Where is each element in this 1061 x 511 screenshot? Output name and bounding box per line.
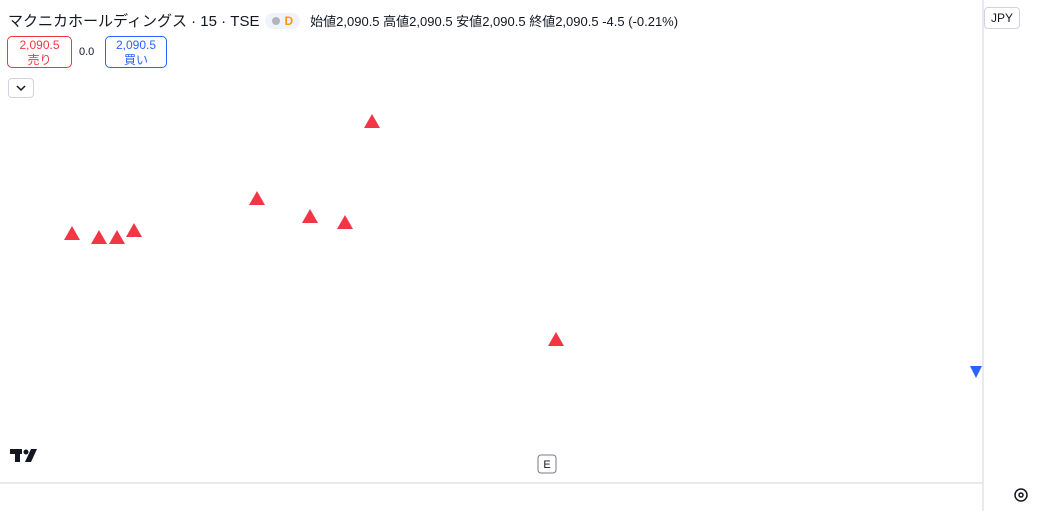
chevron [16,85,26,92]
tv-logo [10,449,37,462]
buy-signal [91,230,107,244]
event-marker[interactable] [537,454,557,474]
time-axis-bg [0,483,983,511]
legend-header: マクニカホールディングス · 15 · TSE D 始値2,090.5 高値2,… [8,10,678,31]
spread: 0.0 [79,46,95,58]
price-axis-bg [983,0,1061,511]
ohlc-label: 安値 [456,14,483,29]
currency-button[interactable]: JPY [984,7,1020,29]
ohlc-value: 2,090.5 [482,14,526,29]
buy-price: 2,090.5 [115,38,157,52]
sell-price: 2,090.5 [19,38,60,52]
buy-label: 買い [123,53,148,67]
buy-signal [64,226,80,240]
buy-signal [109,230,125,244]
status-badge[interactable]: D [265,12,301,29]
ohlc-label: 始値 [310,14,337,29]
event-marker-label: E [543,459,550,471]
badge-text: D [284,13,294,28]
sell-label: 売り [27,53,52,67]
symbol: マクニカホールディングス · 15 · TSE [8,13,260,30]
signal-markers [64,114,982,378]
buy-button[interactable]: 2,090.5 買い [105,36,167,68]
buy-signal [548,332,564,346]
buy-signal [364,114,380,128]
ohlc-values: 始値2,090.5 高値2,090.5 安値2,090.5 終値2,090.5 … [310,11,678,30]
ohlc-value: 2,090.5 [555,14,599,29]
sell-signal [970,366,982,378]
ohlc-value: 2,090.5 [336,14,380,29]
change: -4.5 (-0.21%) [602,14,679,29]
ohlc-label: 終値 [529,14,556,29]
settings-icon[interactable] [1014,488,1028,502]
ohlc-value: 2,090.5 [409,14,453,29]
collapse-button[interactable] [8,78,34,98]
buy-signal [337,215,353,229]
buy-signal [302,209,318,223]
ohlc-label: 高値 [383,14,410,29]
buy-signal [249,191,265,205]
buy-signal [126,223,142,237]
sell-button[interactable]: 2,090.5 売り [7,36,72,68]
